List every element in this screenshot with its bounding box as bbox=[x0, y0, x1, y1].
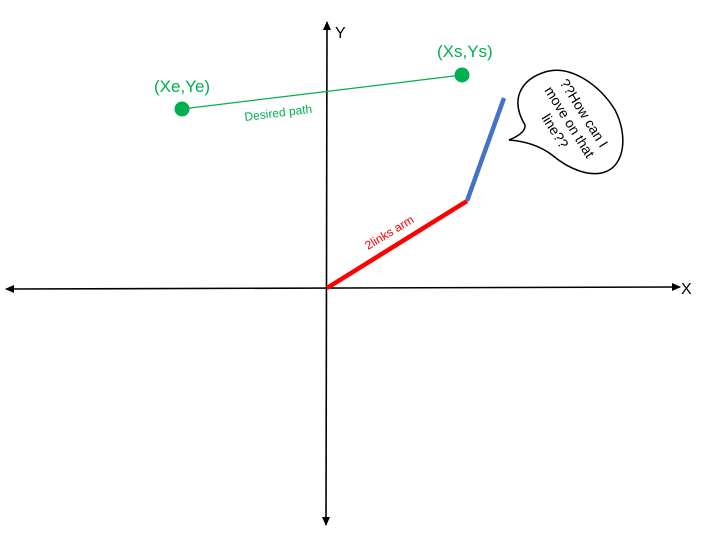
end-point bbox=[174, 101, 190, 117]
x-axis bbox=[5, 283, 681, 293]
arm-link-1 bbox=[325, 199, 469, 290]
speech-bubble-shape bbox=[508, 69, 624, 175]
arm-link-2 bbox=[464, 97, 507, 202]
arm-label: 2links arm bbox=[362, 212, 416, 252]
desired-path-line bbox=[181, 74, 463, 110]
start-point bbox=[454, 67, 470, 83]
speech-bubble: ??How can I move on that line?? bbox=[508, 69, 624, 175]
y-axis-label: Y bbox=[335, 25, 346, 42]
end-point-label: (Xe,Ye) bbox=[154, 77, 210, 96]
desired-path-label: Desired path bbox=[244, 102, 313, 124]
x-axis-label: X bbox=[681, 281, 692, 298]
y-axis bbox=[322, 21, 331, 526]
start-point-label: (Xs,Ys) bbox=[437, 42, 493, 61]
